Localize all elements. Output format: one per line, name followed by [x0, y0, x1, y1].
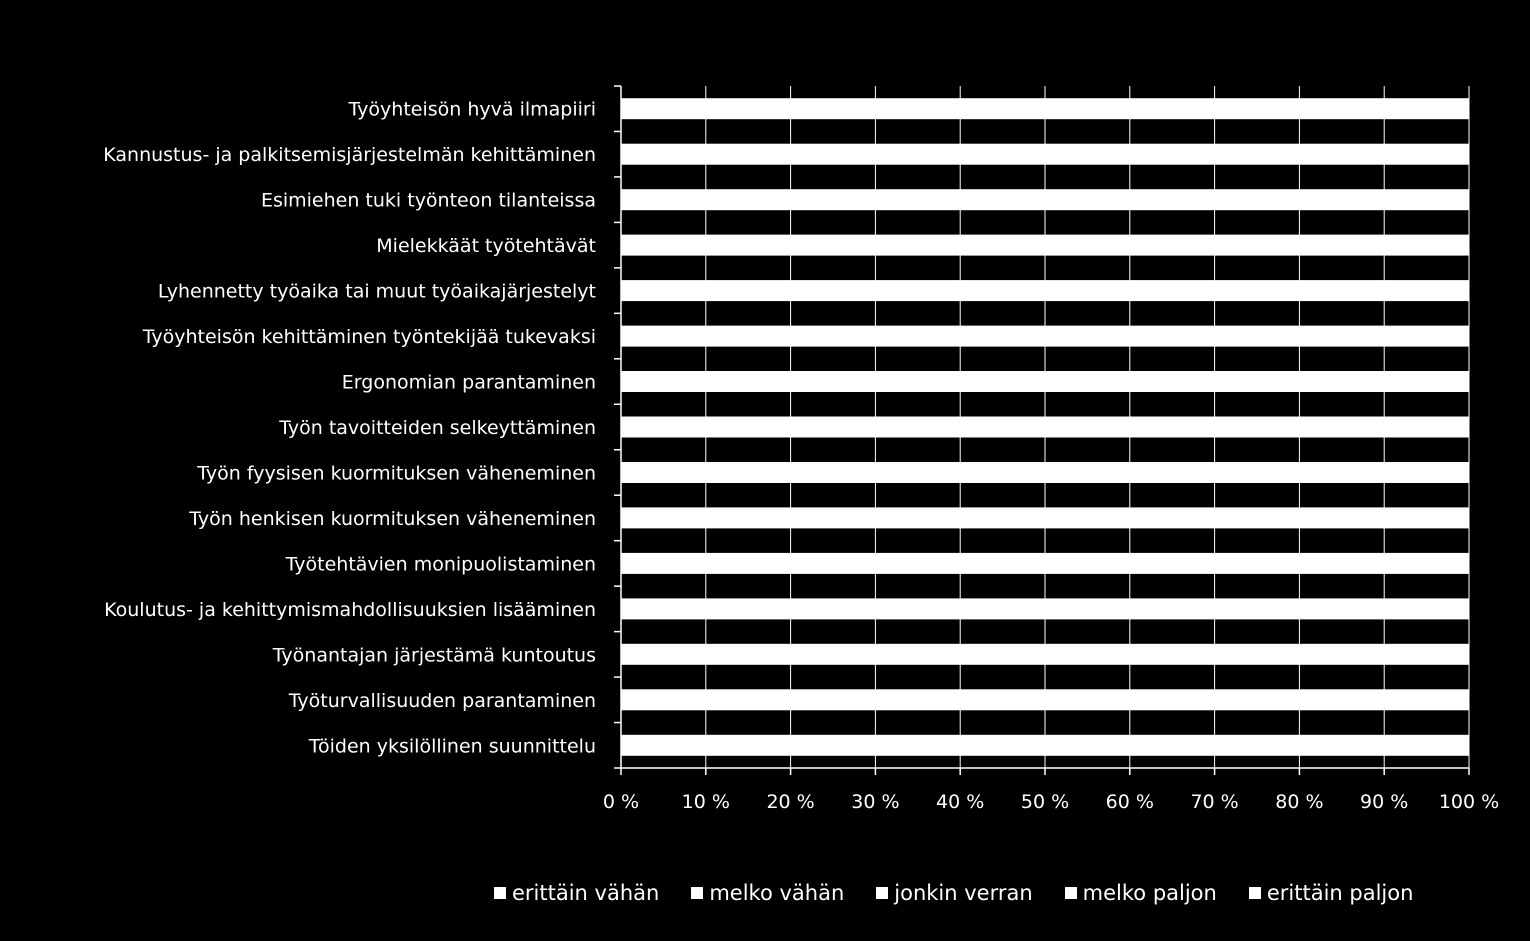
x-tick-label: 0 % [603, 791, 639, 813]
legend-label: melko vähän [709, 881, 845, 905]
legend-label: erittäin paljon [1266, 881, 1414, 905]
category-label: Työturvallisuuden parantaminen [288, 690, 596, 712]
category-label: Työn fyysisen kuormituksen väheneminen [196, 462, 596, 484]
legend-swatch [1064, 887, 1077, 899]
legend-item: melko paljon [1064, 881, 1217, 905]
legend-label: erittäin vähän [512, 881, 660, 905]
bar [621, 189, 1469, 211]
bar [621, 143, 1469, 165]
legend-item: jonkin verran [876, 881, 1033, 905]
bars [621, 98, 1469, 756]
category-label: Työn henkisen kuormituksen väheneminen [188, 508, 596, 530]
legend-swatch [691, 887, 704, 899]
category-labels: Työyhteisön hyvä ilmapiiri Kannustus- ja … [103, 99, 596, 758]
bar [621, 280, 1469, 302]
category-label: Työtehtävien monipuolistaminen [285, 553, 596, 575]
legend-swatch [876, 887, 889, 899]
x-tick-label: 90 % [1360, 791, 1408, 813]
bar [621, 462, 1469, 483]
x-tick-label: 100 % [1439, 791, 1499, 813]
axes [614, 85, 1470, 775]
category-label: Lyhennetty työaika tai muut työaikajärje… [158, 281, 596, 303]
category-label: Koulutus- ja kehittymismahdollisuuksien … [104, 599, 596, 621]
category-label: Mielekkäät työtehtävät [376, 235, 596, 257]
category-label: Työyhteisön kehittäminen työntekijää tuk… [142, 326, 596, 348]
x-tick-label: 30 % [851, 791, 899, 813]
x-tick-label: 50 % [1021, 791, 1069, 813]
legend-swatch [1248, 887, 1261, 899]
category-label: Työyhteisön hyvä ilmapiiri [348, 99, 596, 121]
bar [621, 734, 1469, 756]
category-label: Ergonomian parantaminen [342, 372, 596, 394]
x-tick-label: 70 % [1190, 791, 1238, 813]
x-tick-label: 60 % [1106, 791, 1154, 813]
legend-item: melko vähän [691, 881, 844, 905]
x-tick-label: 80 % [1275, 791, 1323, 813]
x-tick-label: 20 % [766, 791, 814, 813]
legend-label: jonkin verran [894, 881, 1033, 905]
x-tick-label: 10 % [682, 791, 730, 813]
x-tick-label: 40 % [936, 791, 984, 813]
category-label: Työnantajan järjestämä kuntoutus [272, 644, 596, 666]
bar [621, 98, 1469, 120]
category-label: Työn tavoitteiden selkeyttäminen [278, 417, 596, 439]
bar [621, 598, 1469, 620]
legend-item: erittäin paljon [1248, 881, 1414, 905]
legend-label: melko paljon [1082, 881, 1217, 905]
legend: erittäin vähän melko vähän jonkin verran me… [494, 878, 1413, 908]
category-label: Esimiehen tuki työnteon tilanteissa [261, 190, 596, 212]
bar [621, 234, 1469, 256]
bar [621, 416, 1469, 438]
bar [621, 507, 1469, 529]
bar [621, 552, 1469, 574]
bar [621, 643, 1469, 665]
bar [621, 689, 1469, 711]
legend-swatch [494, 887, 506, 899]
x-tick-labels: 0 % 10 % 20 % 30 % 40 % 50 % 60 % 70 % 80 % 90 % 1… [603, 791, 1499, 813]
category-label: Kannustus- ja palkitsemisjärjestelmän ke… [103, 144, 596, 166]
bar [621, 371, 1469, 392]
category-label: Töiden yksilöllinen suunnittelu [308, 735, 596, 757]
legend-item: erittäin vähän [494, 881, 659, 905]
bar [621, 325, 1469, 347]
